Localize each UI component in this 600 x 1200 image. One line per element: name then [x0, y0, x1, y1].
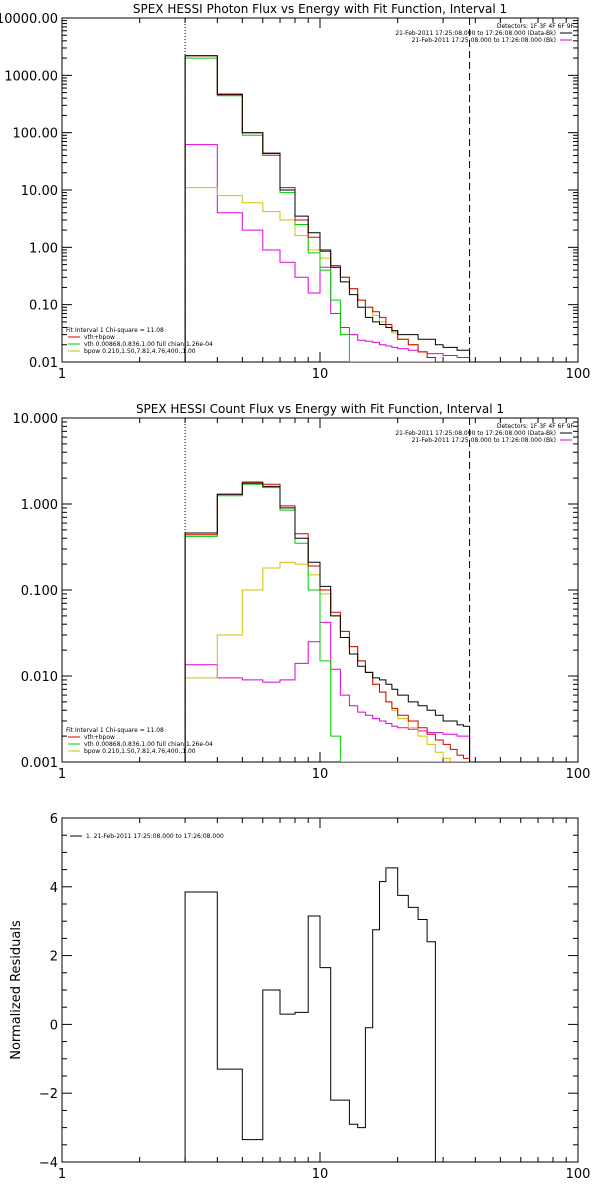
- y-tick-label: 0.10: [29, 299, 58, 314]
- y-tick-label: 10000.00: [0, 12, 58, 27]
- y-tick-label: 0.001: [21, 756, 58, 771]
- residual-legend-label: 1. 21-Feb-2011 17:25:08.000 to 17:26:08.…: [86, 833, 224, 840]
- y-tick-label: 10.000: [13, 412, 59, 427]
- fit-legend-line: bpow 0.210,1.50,7.81,4.76,400.,1.00: [84, 348, 196, 355]
- chart-title: SPEX HESSI Photon Flux vs Energy with Fi…: [133, 2, 507, 16]
- y-tick-label: 4: [50, 881, 58, 896]
- series-vth-line: [184, 483, 470, 762]
- y-tick-label: 100.00: [13, 127, 59, 142]
- legend-header-line: 21-Feb-2011 17:25:08.000 to 17:26:08.000…: [412, 437, 556, 444]
- x-tick-label: 10: [312, 1167, 329, 1182]
- y-tick-label: 0.010: [21, 670, 58, 685]
- x-tick-label: 10: [312, 767, 329, 782]
- legend-header-line: 21-Feb-2011 17:25:08.000 to 17:26:08.000…: [412, 37, 556, 44]
- series-vth-line: [184, 57, 470, 362]
- x-tick-label: 100: [566, 367, 591, 382]
- y-tick-label: 2: [50, 950, 58, 965]
- y-tick-label: −2: [39, 1087, 58, 1102]
- x-tick-label: 1: [58, 767, 66, 782]
- legend-header-line: Detectors: 1F 3F 4F 6F 9F: [497, 23, 575, 30]
- legend-header-line: Detectors: 1F 3F 4F 6F 9F: [497, 423, 575, 430]
- series-total-line: [184, 55, 470, 362]
- series-data-line: [184, 482, 471, 762]
- x-tick-label: 100: [566, 1167, 591, 1182]
- y-tick-label: 0.100: [21, 584, 58, 599]
- x-tick-label: 1: [58, 367, 66, 382]
- y-tick-label: 0.01: [29, 356, 58, 371]
- y-tick-label: −4: [39, 1156, 58, 1171]
- fit-legend-line: bpow 0.210,1.50,7.81,4.76,400.,1.00: [84, 748, 196, 755]
- y-axis-label: Normalized Residuals: [9, 920, 24, 1060]
- chart-panel-1: SPEX HESSI Photon Flux vs Energy with Fi…: [0, 2, 590, 382]
- legend-header-line: 21-Feb-2011 17:25:08.000 to 17:26:08.000…: [395, 430, 556, 437]
- series-data-line: [184, 55, 471, 362]
- y-tick-label: 10.00: [21, 184, 58, 199]
- fit-legend-line: vth+bpow: [84, 334, 115, 341]
- fit-legend-line: Fit Interval 1 Chi-square = 11.08: [66, 327, 164, 334]
- legend-header-line: 21-Feb-2011 17:25:08.000 to 17:26:08.000…: [395, 30, 556, 37]
- x-tick-label: 10: [312, 367, 329, 382]
- y-tick-label: 6: [50, 812, 58, 827]
- y-tick-label: 0: [50, 1018, 58, 1033]
- chart-panel-2: SPEX HESSI Count Flux vs Energy with Fit…: [13, 402, 591, 782]
- plot-frame: [61, 817, 579, 1163]
- series-bpow-line: [184, 187, 470, 362]
- fit-legend-line: vth 0.00868,0.836,1.00 full chian 1.26e-…: [84, 341, 213, 348]
- x-tick-label: 100: [566, 767, 591, 782]
- series-bk-line: [184, 621, 471, 762]
- series-bk-line: [184, 144, 471, 362]
- fit-legend-line: vth 0.00868,0.836,1.00 full chian 1.26e-…: [84, 741, 213, 748]
- fit-legend-line: Fit Interval 1 Chi-square = 11.08: [66, 727, 164, 734]
- y-tick-label: 1.000: [21, 498, 58, 513]
- chart-title: SPEX HESSI Count Flux vs Energy with Fit…: [136, 402, 504, 416]
- x-tick-label: 1: [58, 1167, 66, 1182]
- series-data-line: [184, 867, 444, 1162]
- y-tick-label: 1000.00: [4, 69, 58, 84]
- fit-legend-line: vth+bpow: [84, 734, 115, 741]
- y-tick-label: 1.00: [29, 241, 58, 256]
- plot-frame: [61, 17, 579, 363]
- chart-panel-3: Normalized Residuals 1 10 100 6 4 2 0 −2 −4 1. 21-…: [9, 812, 590, 1182]
